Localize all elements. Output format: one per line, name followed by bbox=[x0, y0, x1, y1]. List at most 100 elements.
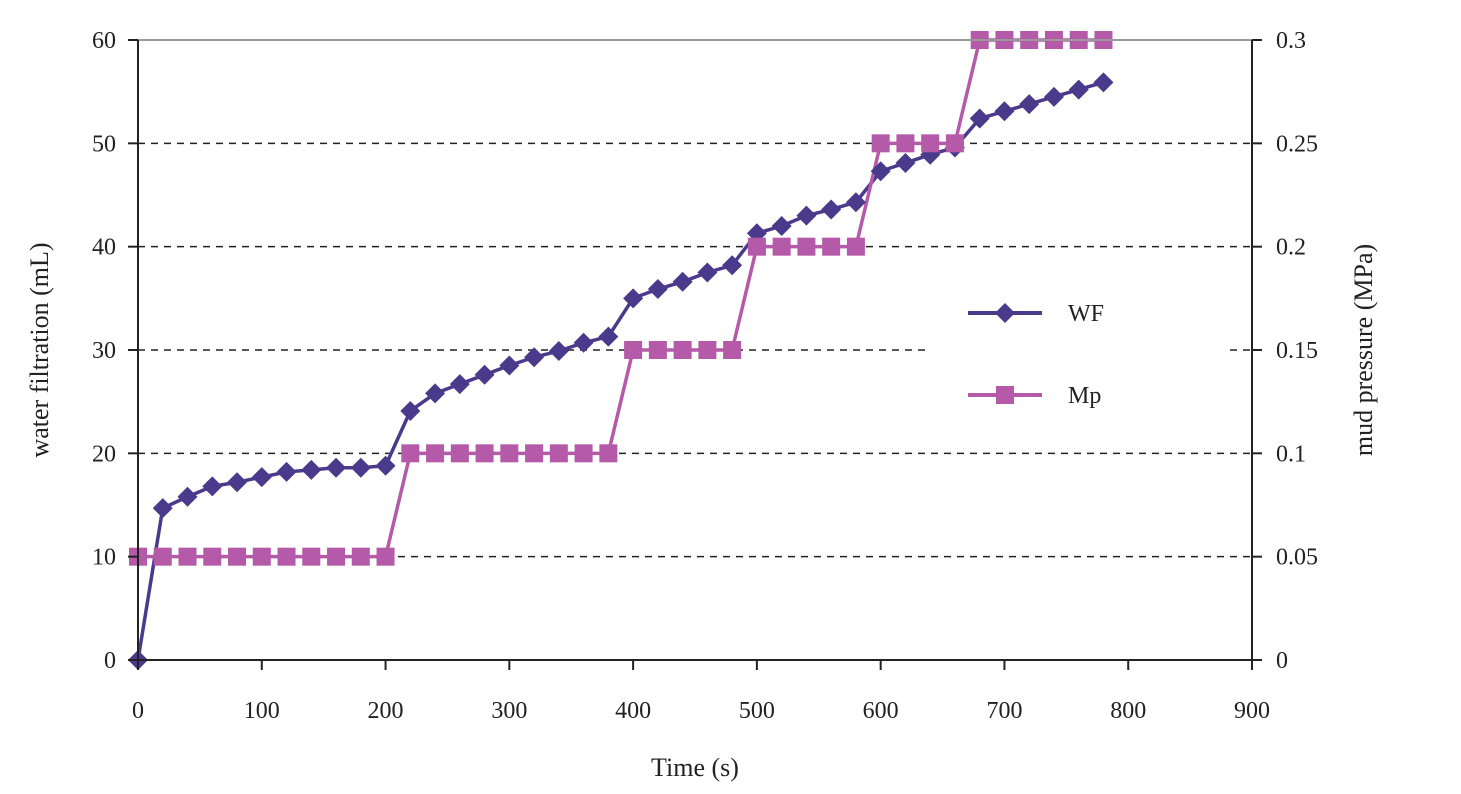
data-point-mp bbox=[574, 444, 593, 463]
data-point-wf bbox=[400, 400, 421, 421]
data-point-wf bbox=[548, 341, 569, 362]
data-point-mp bbox=[772, 237, 791, 256]
x-tick-label: 300 bbox=[491, 698, 527, 724]
series-markers bbox=[128, 31, 1114, 670]
x-tick-label: 800 bbox=[1110, 698, 1146, 724]
data-point-mp bbox=[747, 237, 766, 256]
data-point-wf bbox=[499, 355, 520, 376]
data-point-mp bbox=[648, 341, 667, 359]
data-point-mp bbox=[277, 547, 296, 566]
data-point-wf bbox=[301, 459, 322, 480]
data-point-mp bbox=[153, 547, 172, 566]
data-point-wf bbox=[425, 383, 446, 404]
data-point-wf bbox=[598, 326, 619, 347]
data-point-wf bbox=[845, 192, 866, 213]
data-point-wf bbox=[152, 498, 173, 519]
data-point-wf bbox=[350, 457, 371, 478]
series-lines bbox=[136, 38, 1104, 661]
data-point-wf bbox=[722, 255, 743, 276]
data-point-mp bbox=[945, 134, 964, 153]
y2-tick-label: 0.1 bbox=[1276, 441, 1306, 467]
data-point-mp bbox=[376, 547, 395, 566]
x-tick-label: 100 bbox=[244, 698, 280, 724]
data-point-wf bbox=[1019, 94, 1040, 115]
data-point-wf bbox=[895, 152, 916, 173]
data-point-wf bbox=[697, 262, 718, 283]
y-axis-title: water filtration (mL) bbox=[25, 242, 54, 457]
y2-tick-label: 0.05 bbox=[1276, 545, 1318, 571]
x-tick-label: 400 bbox=[615, 698, 651, 724]
data-point-mp bbox=[673, 341, 692, 359]
y2-tick-label: 0.25 bbox=[1276, 131, 1318, 157]
y-tick-label: 60 bbox=[92, 28, 116, 54]
legend-label-wf: WF bbox=[1068, 301, 1104, 327]
series-line-mp bbox=[138, 38, 1104, 559]
data-point-mp bbox=[921, 134, 940, 153]
data-point-mp bbox=[500, 444, 519, 463]
x-tick-label: 500 bbox=[739, 698, 775, 724]
data-point-mp bbox=[723, 341, 742, 359]
data-point-wf bbox=[177, 486, 198, 507]
data-point-mp bbox=[549, 444, 568, 463]
data-point-mp bbox=[475, 444, 494, 463]
data-point-wf bbox=[375, 455, 396, 476]
data-point-mp bbox=[178, 547, 197, 566]
y2-tick-label: 0 bbox=[1276, 648, 1288, 674]
data-point-mp bbox=[525, 444, 544, 463]
data-point-wf bbox=[449, 374, 470, 395]
data-point-wf bbox=[647, 279, 668, 300]
x-tick-label: 0 bbox=[132, 698, 144, 724]
data-point-mp bbox=[698, 341, 717, 359]
y2-axis-title: mud pressure (MPa) bbox=[1349, 244, 1378, 456]
data-point-mp bbox=[351, 547, 370, 566]
data-point-wf bbox=[672, 271, 693, 292]
axes bbox=[128, 39, 1262, 670]
data-point-wf bbox=[1093, 72, 1114, 93]
x-tick-label: 700 bbox=[986, 698, 1022, 724]
data-point-wf bbox=[796, 205, 817, 226]
data-point-mp bbox=[327, 547, 346, 566]
data-point-mp bbox=[228, 547, 247, 566]
data-point-mp bbox=[450, 444, 469, 463]
data-point-wf bbox=[573, 332, 594, 353]
data-point-mp bbox=[599, 444, 618, 463]
data-point-wf bbox=[821, 199, 842, 220]
y2-tick-label: 0.3 bbox=[1276, 28, 1306, 54]
legend-marker-wf bbox=[995, 303, 1015, 323]
y2-tick-label: 0.2 bbox=[1276, 235, 1306, 261]
x-axis-title: Time (s) bbox=[651, 753, 739, 782]
y-tick-label: 10 bbox=[92, 545, 116, 571]
data-point-mp bbox=[426, 444, 445, 463]
data-point-wf bbox=[623, 288, 644, 309]
legend-marker-mp bbox=[996, 386, 1014, 404]
data-point-mp bbox=[203, 547, 222, 566]
data-point-wf bbox=[251, 467, 272, 488]
y-tick-label: 30 bbox=[92, 338, 116, 364]
data-point-mp bbox=[252, 547, 271, 566]
data-point-wf bbox=[771, 216, 792, 236]
data-point-wf bbox=[326, 457, 347, 478]
data-point-wf bbox=[1043, 86, 1064, 107]
x-tick-label: 200 bbox=[368, 698, 404, 724]
data-point-mp bbox=[846, 237, 865, 256]
y-tick-label: 50 bbox=[92, 131, 116, 157]
series-line-wf bbox=[136, 80, 1104, 661]
y-tick-label: 0 bbox=[104, 648, 116, 674]
data-point-mp bbox=[797, 237, 816, 256]
data-point-mp bbox=[896, 134, 915, 153]
data-point-wf bbox=[524, 347, 545, 368]
legend: WF Mp bbox=[925, 290, 1225, 420]
data-point-wf bbox=[1068, 79, 1089, 100]
x-tick-label: 900 bbox=[1234, 698, 1270, 724]
legend-label-mp: Mp bbox=[1068, 383, 1101, 409]
data-point-mp bbox=[624, 341, 643, 359]
data-point-mp bbox=[871, 134, 890, 153]
data-point-wf bbox=[994, 101, 1015, 122]
data-point-wf bbox=[969, 108, 990, 129]
data-point-wf bbox=[227, 472, 248, 493]
data-point-wf bbox=[276, 461, 297, 482]
data-point-wf bbox=[202, 476, 223, 497]
x-tick-label: 600 bbox=[863, 698, 899, 724]
